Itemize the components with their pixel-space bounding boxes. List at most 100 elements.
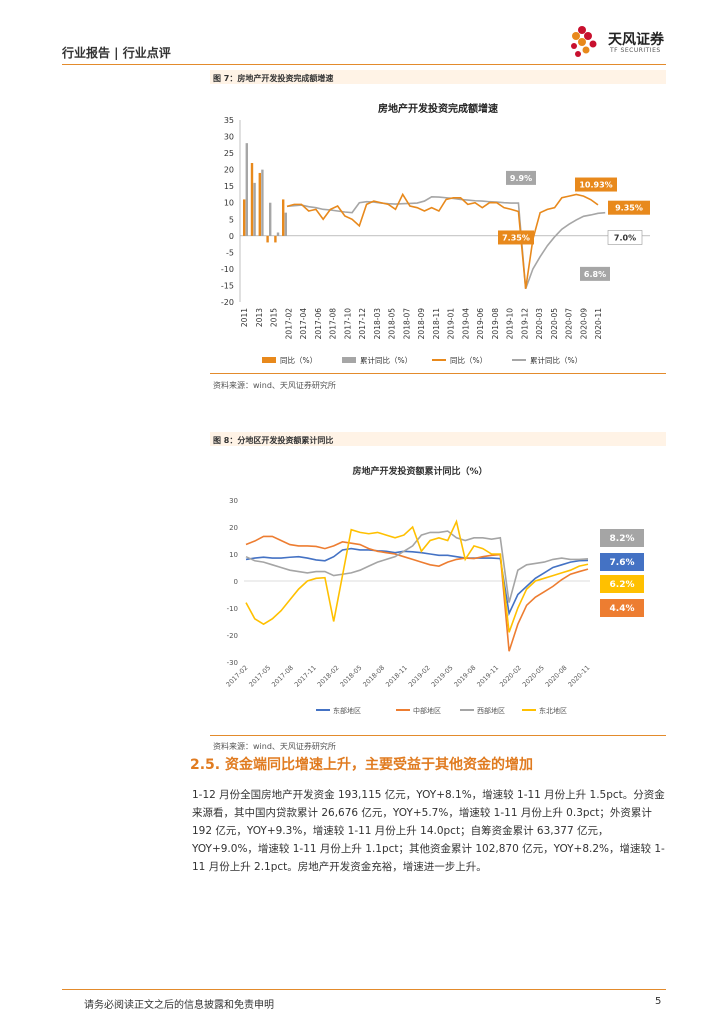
chart2-xtick-label: 2018-02 <box>316 664 341 689</box>
figure7-chart: 房地产开发投资完成额增速35302520151050-5-10-15-20201… <box>221 102 650 365</box>
chart2-xtick-label: 2020-08 <box>544 664 569 689</box>
chart2-xtick-label: 2017-05 <box>247 664 272 689</box>
chart1-ytick-label: -15 <box>221 281 234 290</box>
figure8-chart: 房地产开发投资额累计同比（%）3020100-10-20-302017-0220… <box>225 465 644 715</box>
chart1-callout-label: 6.8% <box>584 270 606 279</box>
chart1-xtick-label: 2018-09 <box>417 308 426 340</box>
chart2-ytick-label: 10 <box>229 551 238 559</box>
chart2-end-label: 8.2% <box>610 534 635 544</box>
chart1-callout-label: 9.9% <box>510 174 532 183</box>
chart1-title: 房地产开发投资完成额增速 <box>378 102 498 115</box>
chart1-legend-swatch <box>262 357 276 363</box>
chart2-end-label-box <box>600 553 644 571</box>
chart1-xtick-label: 2017-04 <box>299 308 308 340</box>
chart1-xtick-label: 2018-11 <box>432 308 441 340</box>
chart1-bar-yoy <box>282 199 285 236</box>
chart1-ytick-label: -5 <box>226 248 234 257</box>
chart1-bar-cum <box>261 169 264 236</box>
chart1-line-cum <box>286 195 606 290</box>
figure8-title-bar <box>210 432 666 446</box>
chart2-ytick-label: -30 <box>227 659 238 667</box>
chart2-xtick-label: 2020-02 <box>498 664 523 689</box>
chart2-ytick-label: 20 <box>229 524 238 532</box>
chart1-xtick-label: 2018-05 <box>388 308 397 340</box>
chart1-xtick-label: 2019-06 <box>476 308 485 340</box>
chart2-xtick-label: 2017-11 <box>293 664 318 689</box>
chart1-xtick-label: 2018-07 <box>402 308 411 340</box>
chart2-line-4 <box>245 519 589 633</box>
chart1-ytick-label: 25 <box>224 149 234 158</box>
chart1-bar-yoy <box>243 199 246 236</box>
chart1-xtick-label: 2017-12 <box>358 308 367 340</box>
chart1-bar-cum <box>269 202 272 236</box>
chart2-line-2 <box>245 535 589 652</box>
footer-disclaimer: 请务必阅读正文之后的信息披露和免责申明 <box>84 1000 274 1011</box>
chart1-legend-swatch <box>342 357 356 363</box>
chart2-xtick-label: 2018-08 <box>361 664 386 689</box>
figure7-label: 图 7：房地产开发投资完成额增速 <box>213 74 334 83</box>
chart1-callout-label: 10.93% <box>579 181 612 190</box>
chart1-xtick-label: 2020-09 <box>579 308 588 340</box>
chart1-callout-label: 7.35% <box>502 233 530 242</box>
figure8-divider <box>210 735 666 736</box>
chart1-callout-box <box>607 230 643 245</box>
chart1-xtick-label: 2020-03 <box>535 308 544 340</box>
chart1-ytick-label: 15 <box>224 182 234 191</box>
chart2-line-1 <box>245 547 589 617</box>
chart1-bar-yoy <box>250 163 254 236</box>
report-category: 行业报告 | 行业点评 <box>62 46 171 60</box>
chart1-ytick-label: -20 <box>221 298 234 307</box>
chart1-legend-label: 累计同比（%） <box>360 355 412 365</box>
chart2-legend-label: 中部地区 <box>413 706 441 715</box>
chart1-xtick-label: 2020-11 <box>594 308 603 340</box>
chart1-ytick-label: 30 <box>224 133 234 142</box>
chart1-ytick-label: 20 <box>224 166 234 175</box>
chart1-callout-label: 9.35% <box>615 204 643 213</box>
chart1-xtick-label: 2017-08 <box>329 308 338 340</box>
chart1-callout-label: 7.0% <box>614 233 636 242</box>
chart2-legend-label: 东北地区 <box>539 706 567 715</box>
chart2-legend-label: 西部地区 <box>477 706 505 715</box>
footer-divider <box>62 989 666 990</box>
figure7-title-bar <box>210 70 666 84</box>
chart1-callout-box <box>575 177 617 192</box>
chart1-bar-yoy <box>266 235 269 243</box>
chart1-callout-box <box>506 170 536 185</box>
chart2-xtick-label: 2020-05 <box>521 664 546 689</box>
chart1-xtick-label: 2019-08 <box>491 308 500 340</box>
chart2-end-label-box <box>600 575 644 593</box>
chart2-ytick-label: 30 <box>229 497 238 505</box>
chart1-ytick-label: 0 <box>229 232 234 241</box>
chart2-end-label: 4.4% <box>610 604 635 614</box>
chart1-callout-box <box>498 230 534 245</box>
chart1-xtick-label: 2019-01 <box>447 308 456 340</box>
chart2-ytick-label: -20 <box>227 632 238 640</box>
chart2-end-label: 6.2% <box>610 580 635 590</box>
brand-subtitle: TF SECURITIES <box>610 47 661 54</box>
chart1-legend-label: 同比（%） <box>280 355 317 365</box>
brand-name: 天风证券 <box>608 32 664 48</box>
chart2-ytick-label: -10 <box>227 605 238 613</box>
chart2-xtick-label: 2018-11 <box>384 664 409 689</box>
brand-logo-icon <box>571 26 597 57</box>
chart2-end-label-box <box>600 599 644 617</box>
chart1-legend-label: 同比（%） <box>450 355 487 365</box>
chart2-end-label-box <box>600 529 644 547</box>
chart1-xtick-label: 2020-07 <box>565 308 574 340</box>
figure8-source: 资料来源：wind、天风证券研究所 <box>213 742 336 751</box>
chart1-xtick-label: 2020-05 <box>550 308 559 340</box>
header-divider <box>62 64 666 65</box>
section-paragraph: 1-12 月份全国房地产开发资金 193,115 亿元，YOY+8.1%，增速较… <box>192 789 665 873</box>
chart2-xtick-label: 2019-02 <box>407 664 432 689</box>
chart1-xtick-label: 2011 <box>240 308 249 327</box>
chart1-xtick-label: 2015 <box>270 308 279 327</box>
chart2-ytick-label: 0 <box>234 578 238 586</box>
chart1-ytick-label: 10 <box>224 199 234 208</box>
chart1-xtick-label: 2017-02 <box>284 308 293 340</box>
chart1-callout-box <box>608 200 650 215</box>
chart2-xtick-label: 2019-08 <box>453 664 478 689</box>
chart1-bar-cum <box>245 143 248 236</box>
chart1-bar-cum <box>276 232 280 236</box>
figure7-source: 资料来源：wind、天风证券研究所 <box>213 381 336 390</box>
chart1-xtick-label: 2017-10 <box>343 308 352 340</box>
